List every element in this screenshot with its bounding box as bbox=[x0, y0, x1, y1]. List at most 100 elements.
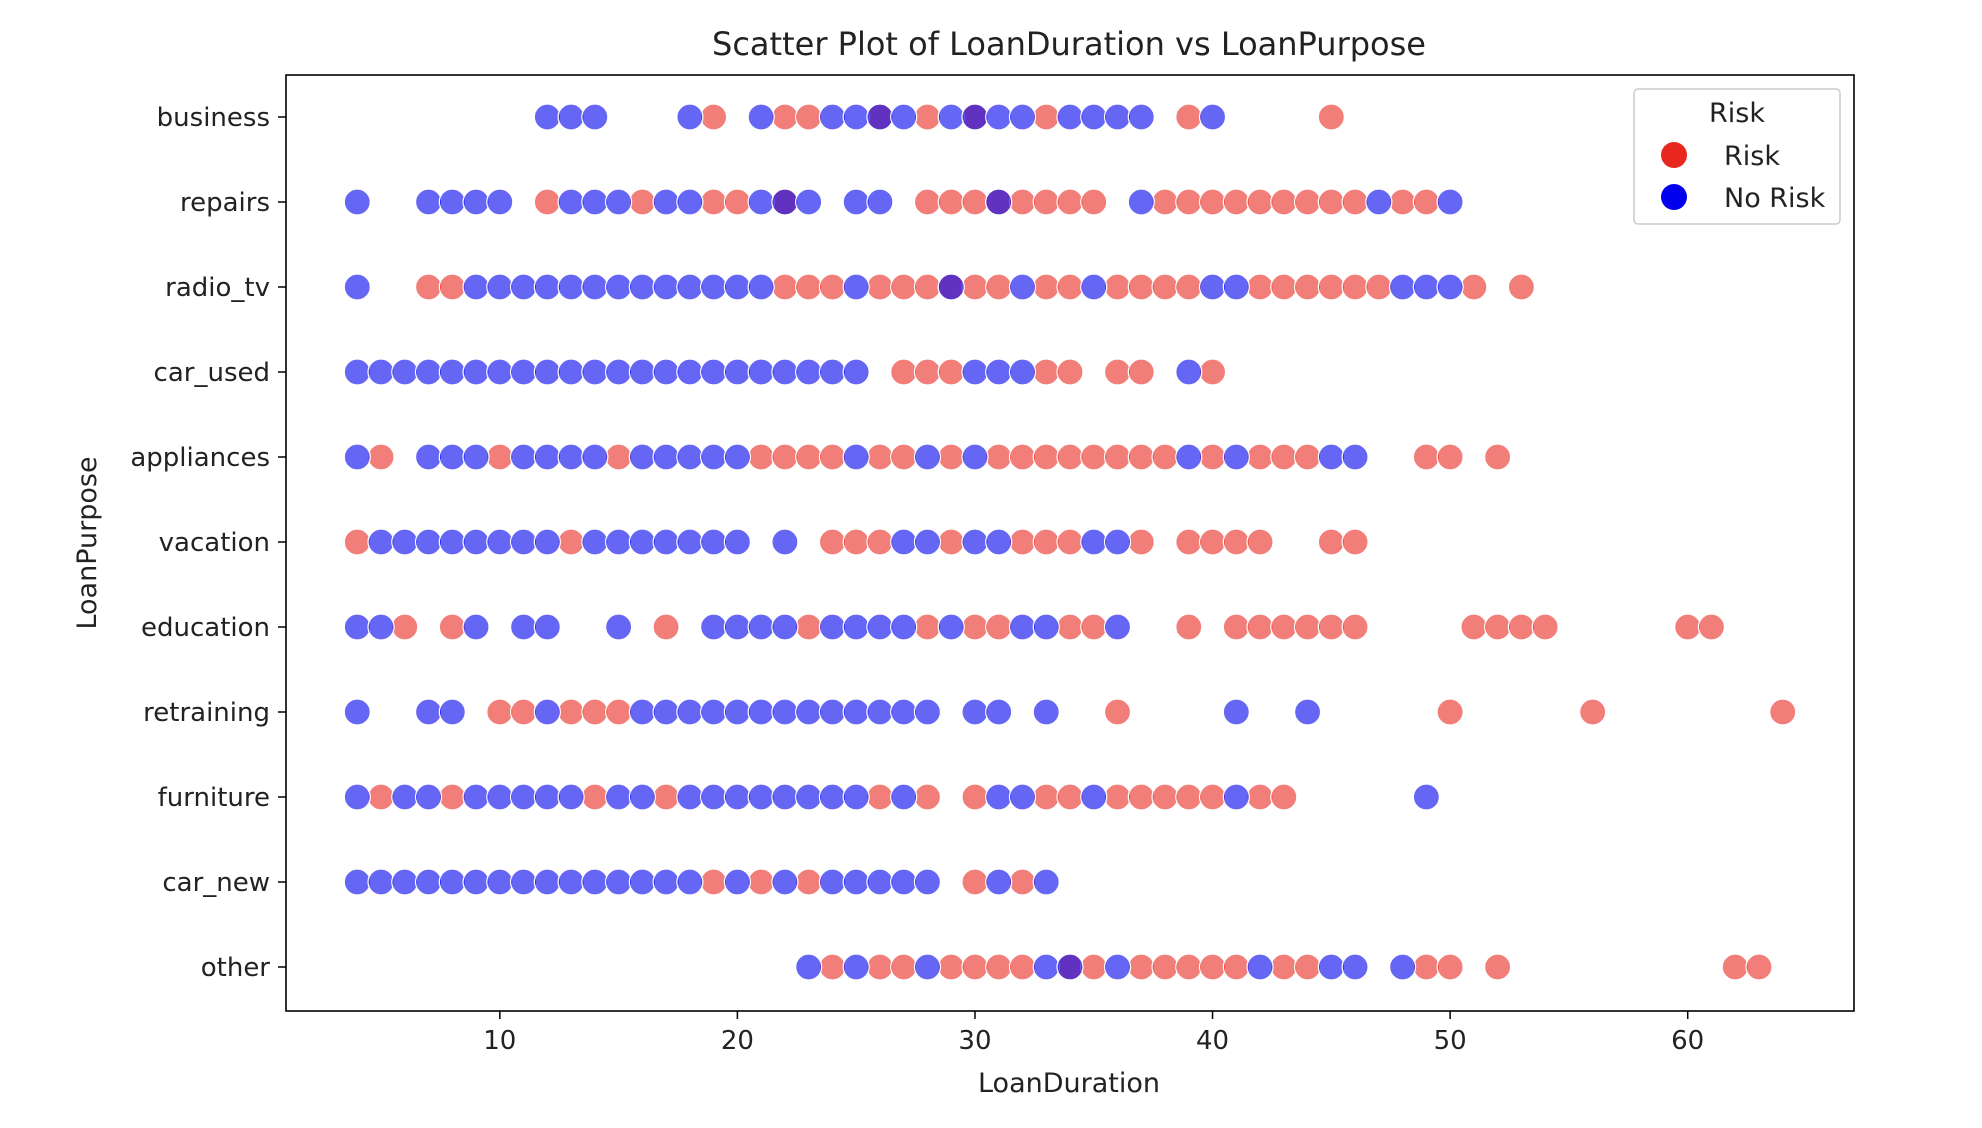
data-point bbox=[605, 443, 633, 471]
data-point bbox=[890, 953, 918, 981]
data-point bbox=[890, 783, 918, 811]
data-point bbox=[1222, 273, 1250, 301]
data-point bbox=[628, 783, 656, 811]
data-point bbox=[1080, 953, 1108, 981]
data-point bbox=[581, 868, 609, 896]
data-point bbox=[438, 698, 466, 726]
data-point bbox=[414, 273, 443, 301]
data-point bbox=[581, 273, 609, 301]
data-point bbox=[1317, 953, 1345, 981]
data-point bbox=[866, 868, 894, 896]
data-point bbox=[676, 443, 704, 471]
data-point bbox=[1674, 613, 1702, 641]
data-point bbox=[723, 868, 751, 896]
data-point bbox=[842, 868, 870, 896]
data-point bbox=[700, 528, 728, 556]
data-point bbox=[985, 188, 1013, 216]
data-point bbox=[533, 868, 561, 896]
data-point bbox=[747, 358, 775, 386]
data-point bbox=[771, 358, 799, 386]
data-point bbox=[723, 443, 751, 471]
data-point bbox=[1293, 613, 1322, 641]
data-point bbox=[913, 698, 942, 726]
data-point bbox=[628, 868, 656, 896]
data-point bbox=[723, 358, 751, 386]
data-point bbox=[438, 528, 466, 556]
data-point bbox=[1008, 783, 1037, 811]
data-point bbox=[818, 358, 847, 386]
data-point bbox=[1745, 953, 1773, 981]
data-point bbox=[700, 273, 728, 301]
data-point bbox=[1032, 188, 1060, 216]
data-point bbox=[652, 868, 680, 896]
data-point bbox=[747, 103, 775, 131]
data-point bbox=[652, 613, 680, 641]
data-point bbox=[700, 443, 728, 471]
data-point bbox=[1032, 443, 1060, 471]
data-point bbox=[533, 273, 561, 301]
data-point bbox=[866, 783, 894, 811]
data-point bbox=[581, 443, 609, 471]
data-point bbox=[343, 188, 371, 216]
data-point bbox=[866, 698, 894, 726]
data-point bbox=[1341, 188, 1369, 216]
data-point bbox=[795, 358, 823, 386]
data-point bbox=[391, 613, 419, 641]
data-point bbox=[1484, 613, 1512, 641]
points-layer bbox=[343, 103, 1797, 981]
y-tick-label: other bbox=[201, 953, 271, 983]
data-point bbox=[795, 868, 823, 896]
data-point bbox=[890, 698, 918, 726]
data-point bbox=[795, 698, 823, 726]
legend-label-risk: Risk bbox=[1724, 141, 1780, 172]
data-point bbox=[842, 783, 870, 811]
data-point bbox=[391, 358, 419, 386]
data-point bbox=[1222, 953, 1250, 981]
data-point bbox=[700, 698, 728, 726]
data-point bbox=[1412, 443, 1440, 471]
data-point bbox=[343, 443, 371, 471]
data-point bbox=[557, 273, 585, 301]
data-point bbox=[462, 443, 490, 471]
data-point bbox=[842, 443, 870, 471]
data-point bbox=[1103, 698, 1132, 726]
data-point bbox=[771, 188, 799, 216]
data-point bbox=[581, 783, 609, 811]
data-point bbox=[1008, 188, 1037, 216]
data-point bbox=[1436, 188, 1464, 216]
data-point bbox=[1151, 953, 1179, 981]
data-point bbox=[1246, 188, 1274, 216]
data-point bbox=[1080, 783, 1108, 811]
data-point bbox=[1341, 528, 1369, 556]
data-point bbox=[1056, 358, 1084, 386]
data-point bbox=[723, 528, 751, 556]
data-point bbox=[723, 613, 751, 641]
data-point bbox=[1365, 273, 1393, 301]
data-point bbox=[1222, 613, 1250, 641]
y-tick-label: vacation bbox=[159, 528, 270, 558]
x-tick-label: 20 bbox=[721, 1026, 754, 1056]
data-point bbox=[652, 188, 680, 216]
data-point bbox=[985, 528, 1013, 556]
data-point bbox=[1056, 953, 1084, 981]
data-point bbox=[937, 103, 965, 131]
data-point bbox=[628, 188, 656, 216]
data-point bbox=[961, 783, 989, 811]
data-point bbox=[676, 358, 704, 386]
x-axis-label: LoanDuration bbox=[978, 1068, 1160, 1099]
data-point bbox=[1175, 358, 1203, 386]
data-point bbox=[771, 783, 799, 811]
data-point bbox=[985, 868, 1013, 896]
data-point bbox=[1198, 443, 1227, 471]
data-point bbox=[1151, 443, 1179, 471]
data-point bbox=[1341, 443, 1369, 471]
data-point bbox=[890, 358, 918, 386]
data-point bbox=[581, 358, 609, 386]
data-point bbox=[1317, 443, 1345, 471]
data-point bbox=[1317, 103, 1345, 131]
legend-label-no-risk: No Risk bbox=[1724, 183, 1826, 214]
data-point bbox=[985, 698, 1013, 726]
data-point bbox=[438, 443, 466, 471]
data-point bbox=[1103, 358, 1132, 386]
data-point bbox=[367, 868, 395, 896]
